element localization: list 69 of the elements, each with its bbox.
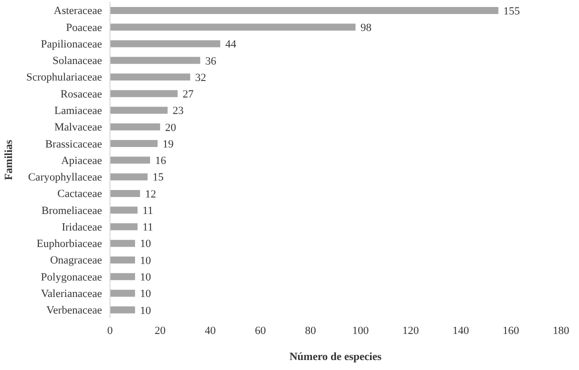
data-label: 10 (140, 238, 152, 250)
data-label: 44 (225, 38, 237, 51)
x-tick-label: 20 (154, 324, 166, 337)
data-label: 16 (155, 155, 167, 168)
y-axis-title: Familias (2, 139, 15, 180)
bar (110, 223, 138, 230)
y-tick-label: Bromeliaceae (42, 204, 102, 217)
data-label: 15 (152, 172, 164, 184)
x-tick-label: 80 (304, 324, 316, 337)
data-label: 36 (205, 55, 217, 68)
y-tick-label: Polygonaceae (40, 271, 102, 284)
data-label: 11 (142, 204, 154, 217)
bar (110, 40, 220, 48)
bar (110, 74, 190, 81)
x-tick-label: 160 (502, 324, 520, 337)
y-tick-label: Apiaceae (61, 154, 102, 167)
x-axis-title: Número de especies (289, 351, 382, 363)
data-label: 12 (145, 188, 156, 200)
y-tick-label: Iridaceae (62, 221, 102, 234)
y-tick-label: Euphorbiaceae (36, 238, 102, 250)
y-tick-label: Solanaceae (52, 55, 102, 68)
bar (110, 24, 356, 31)
x-tick-label: 40 (204, 324, 216, 337)
bar (110, 140, 158, 148)
bar (110, 7, 498, 14)
data-label: 19 (162, 138, 174, 150)
y-tick-label: Onagraceae (50, 254, 102, 267)
x-tick-label: 140 (452, 324, 470, 337)
bar (110, 106, 168, 114)
bar (110, 56, 200, 64)
data-label: 27 (182, 88, 194, 101)
bar (110, 290, 136, 297)
y-tick-label: Rosaceae (60, 88, 102, 100)
bar (110, 173, 148, 180)
data-label: 23 (172, 105, 184, 118)
x-tick-label: 180 (552, 324, 570, 337)
data-label: 10 (140, 288, 152, 300)
bar (110, 90, 178, 98)
data-label: 10 (140, 272, 152, 284)
data-label: 11 (142, 222, 154, 234)
y-tick-label: Lamiaceae (54, 105, 102, 118)
bar (110, 206, 138, 214)
y-tick-label: Malvaceae (54, 122, 102, 134)
bar (110, 123, 160, 130)
y-tick-label: Asteraceae (54, 5, 102, 18)
y-tick-label: Poaceae (66, 22, 102, 34)
y-tick-label: Caryophyllaceae (28, 172, 102, 184)
y-tick-label: Cactaceae (57, 188, 102, 200)
y-tick-label: Valerianaceae (40, 288, 102, 300)
data-label: 32 (195, 72, 206, 84)
y-tick-label: Brassicaceae (45, 138, 102, 150)
data-label: 10 (140, 254, 152, 267)
data-label: 155 (503, 5, 520, 18)
x-tick-label: 60 (254, 324, 266, 337)
data-label: 20 (165, 122, 177, 134)
y-tick-label: Papilionaceae (40, 38, 102, 50)
bar (110, 156, 150, 164)
x-tick-label: 0 (107, 324, 114, 337)
bar (110, 256, 136, 264)
x-tick-label: 120 (402, 324, 420, 337)
bar (110, 273, 136, 280)
bar (110, 190, 140, 197)
data-label: 98 (360, 22, 372, 34)
bar (110, 306, 136, 314)
y-tick-label: Scrophulariaceae (26, 72, 102, 84)
x-tick-label: 100 (352, 324, 370, 337)
bar (110, 240, 136, 247)
data-label: 10 (140, 304, 152, 317)
y-tick-label: Verbenaceae (46, 304, 102, 317)
